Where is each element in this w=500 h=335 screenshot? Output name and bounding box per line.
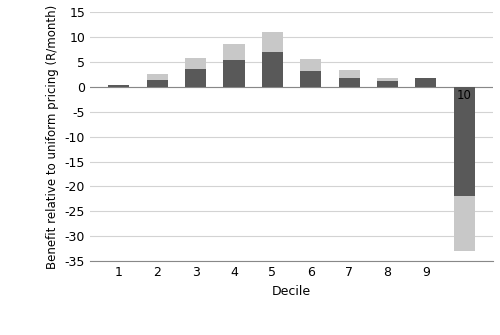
- Text: 10: 10: [456, 89, 471, 102]
- Bar: [416, 78, 436, 87]
- Bar: [146, 74, 168, 80]
- Bar: [185, 58, 206, 69]
- Bar: [300, 59, 322, 71]
- Bar: [338, 78, 359, 87]
- Bar: [454, 87, 474, 196]
- Bar: [377, 81, 398, 87]
- Bar: [262, 32, 283, 52]
- Bar: [224, 44, 244, 60]
- Bar: [377, 78, 398, 81]
- Bar: [300, 71, 322, 87]
- Y-axis label: Benefit relative to uniform pricing (R/month): Benefit relative to uniform pricing (R/m…: [46, 4, 59, 269]
- Bar: [224, 60, 244, 87]
- Bar: [262, 52, 283, 87]
- Bar: [185, 69, 206, 87]
- Bar: [454, 196, 474, 251]
- Bar: [338, 70, 359, 78]
- Bar: [146, 80, 168, 87]
- Bar: [108, 85, 130, 87]
- X-axis label: Decile: Decile: [272, 285, 311, 298]
